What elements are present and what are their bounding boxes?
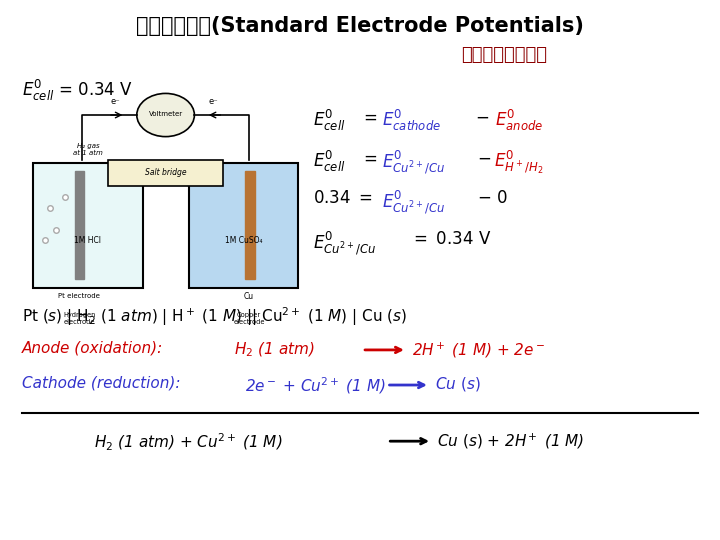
Text: $\mathit{E}^0_{cell}$ = 0.34 V: $\mathit{E}^0_{cell}$ = 0.34 V [22,78,132,103]
Text: $\mathit{E}^0_{anode}$: $\mathit{E}^0_{anode}$ [495,108,544,133]
Circle shape [137,93,194,137]
Text: $=$: $=$ [360,108,377,126]
Text: 2e$^-$ + Cu$^{2+}$ (1 $M$): 2e$^-$ + Cu$^{2+}$ (1 $M$) [245,375,386,396]
Text: 2H$^+$ (1 $M$) + 2e$^-$: 2H$^+$ (1 $M$) + 2e$^-$ [412,340,545,360]
Text: Cathode (reduction):: Cathode (reduction): [22,375,180,390]
Text: Voltmeter: Voltmeter [148,111,183,117]
FancyBboxPatch shape [189,163,298,288]
FancyBboxPatch shape [108,160,223,186]
Text: Pt $(s)$ | H$_2$ (1 $atm$) | H$^+$ (1 $M$) || Cu$^{2+}$ (1 $M$) | Cu $(s)$: Pt $(s)$ | H$_2$ (1 $atm$) | H$^+$ (1 $M… [22,305,407,328]
FancyBboxPatch shape [33,163,143,288]
Text: Cu: Cu [244,292,254,301]
Text: $\mathit{E}^0_{cell}$: $\mathit{E}^0_{cell}$ [313,148,346,173]
Text: e⁻: e⁻ [209,97,218,106]
Text: H$_2$ (1 $atm$) + Cu$^{2+}$ (1 $M$): H$_2$ (1 $atm$) + Cu$^{2+}$ (1 $M$) [94,432,282,453]
Text: $-$: $-$ [475,108,490,126]
Text: H₂ gas
at 1 atm: H₂ gas at 1 atm [73,143,103,156]
Text: $\mathit{E}^0_{Cu^{2+}/Cu}$: $\mathit{E}^0_{Cu^{2+}/Cu}$ [382,189,445,217]
Text: Anode (oxidation):: Anode (oxidation): [22,340,163,355]
Text: $=$: $=$ [360,148,377,166]
Text: 표준환원전극전위: 표준환원전극전위 [461,46,547,64]
Text: 표준전극전위(Standard Electrode Potentials): 표준전극전위(Standard Electrode Potentials) [136,16,584,36]
Text: Pt electrode: Pt electrode [58,293,100,300]
Text: $\mathit{E}^0_{cell}$: $\mathit{E}^0_{cell}$ [313,108,346,133]
Text: e⁻: e⁻ [111,97,120,106]
Bar [245,171,255,279]
Text: Cu $(s)$ + 2H$^+$ (1 $M$): Cu $(s)$ + 2H$^+$ (1 $M$) [437,432,585,451]
Text: Hydrogen
electrode: Hydrogen electrode [63,312,95,325]
Text: 1M CuSO₄: 1M CuSO₄ [225,236,262,245]
Text: Cu $(s)$: Cu $(s)$ [435,375,480,393]
Text: $\mathit{E}^0_{Cu^{2+}/Cu}$: $\mathit{E}^0_{Cu^{2+}/Cu}$ [382,148,445,177]
Text: 1M HCl: 1M HCl [74,236,102,245]
Text: $\mathit{E}^0_{H^+/H_2}$: $\mathit{E}^0_{H^+/H_2}$ [494,148,544,176]
Bar [75,171,84,279]
Text: $=\ 0.34\ \mathrm{V}$: $=\ 0.34\ \mathrm{V}$ [410,230,492,247]
Text: $-$: $-$ [477,148,491,166]
Text: $-\ 0$: $-\ 0$ [477,189,508,207]
Text: Copper
electrode: Copper electrode [233,312,265,325]
Text: Salt bridge: Salt bridge [145,168,186,177]
Text: $\mathit{E}^0_{cathode}$: $\mathit{E}^0_{cathode}$ [382,108,441,133]
Text: H$_2$ (1 $atm$): H$_2$ (1 $atm$) [234,340,315,359]
Text: $\mathit{E}^0_{Cu^{2+}/Cu}$: $\mathit{E}^0_{Cu^{2+}/Cu}$ [313,230,377,258]
Text: $0.34\ =$: $0.34\ =$ [313,189,373,207]
